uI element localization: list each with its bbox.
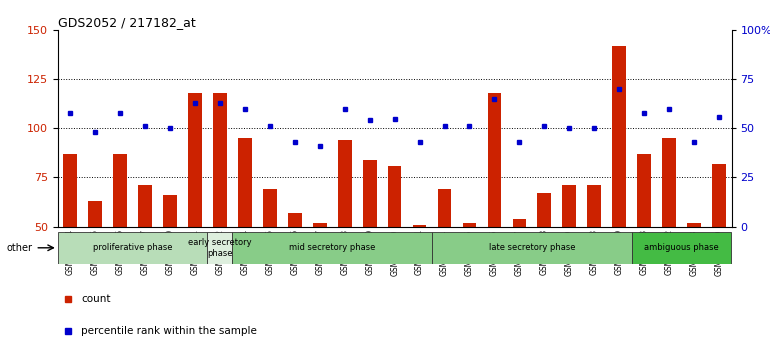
Bar	[288, 213, 302, 227]
Bar	[463, 223, 477, 227]
Bar	[338, 140, 352, 227]
Text: count: count	[82, 295, 111, 304]
Bar	[687, 223, 701, 227]
Bar	[163, 195, 177, 227]
Bar	[537, 193, 551, 227]
Bar	[188, 93, 202, 227]
Text: proliferative phase: proliferative phase	[93, 243, 172, 252]
Text: ambiguous phase: ambiguous phase	[644, 243, 719, 252]
Bar	[113, 154, 127, 227]
Bar	[612, 46, 626, 227]
Text: mid secretory phase: mid secretory phase	[289, 243, 376, 252]
Bar	[388, 166, 401, 227]
Bar	[139, 185, 152, 227]
Text: early secretory
phase: early secretory phase	[188, 238, 252, 257]
Bar	[363, 160, 377, 227]
Text: percentile rank within the sample: percentile rank within the sample	[82, 326, 257, 336]
Bar	[662, 138, 676, 227]
Bar	[89, 201, 102, 227]
Bar	[238, 138, 252, 227]
Bar	[413, 224, 427, 227]
Bar	[712, 164, 726, 227]
Bar	[263, 189, 276, 227]
Text: GDS2052 / 217182_at: GDS2052 / 217182_at	[58, 16, 196, 29]
Bar	[63, 154, 77, 227]
Bar	[432, 232, 631, 264]
Bar	[313, 223, 326, 227]
Bar	[437, 189, 451, 227]
Bar	[562, 185, 576, 227]
Bar	[207, 232, 233, 264]
Bar	[513, 219, 526, 227]
Bar	[487, 93, 501, 227]
Bar	[58, 232, 207, 264]
Text: other: other	[7, 243, 33, 253]
Bar	[631, 232, 732, 264]
Bar	[588, 185, 601, 227]
Bar	[233, 232, 432, 264]
Bar	[213, 93, 227, 227]
Bar	[638, 154, 651, 227]
Text: late secretory phase: late secretory phase	[489, 243, 575, 252]
